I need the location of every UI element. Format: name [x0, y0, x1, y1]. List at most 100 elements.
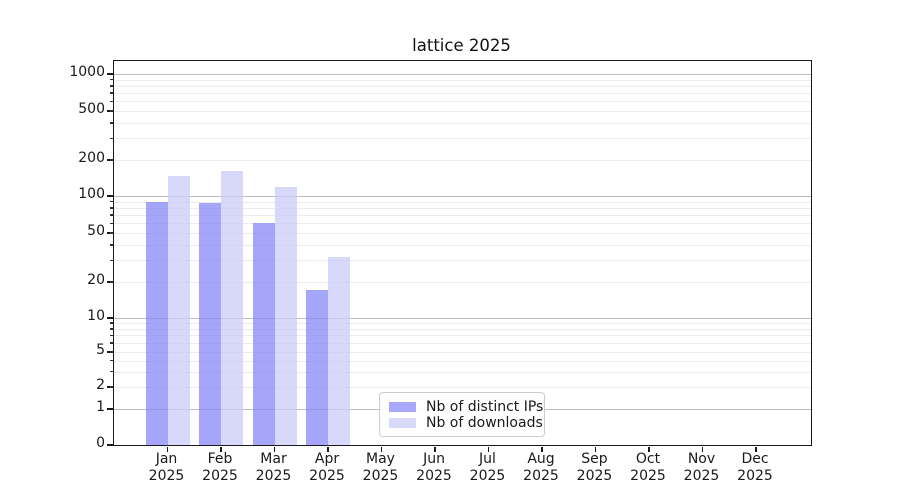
x-axis-tick: [701, 446, 704, 452]
y-axis-minor-tick: [109, 334, 113, 337]
gridline-minor: [114, 233, 811, 234]
y-axis-tick: [106, 444, 113, 446]
legend-swatch-distinct-ips: [389, 401, 416, 412]
y-axis-minor-tick: [109, 259, 113, 261]
gridline-major: [114, 318, 811, 319]
x-axis-tick-label: Nov 2025: [683, 451, 720, 484]
y-axis-minor-tick: [109, 200, 113, 203]
x-axis-tick: [327, 446, 329, 452]
y-axis-minor-tick: [109, 281, 113, 283]
x-axis-tick: [166, 446, 169, 452]
gridline-minor: [114, 85, 811, 87]
y-axis-tick-label: 1000: [69, 64, 105, 80]
y-axis-minor-tick: [109, 92, 113, 94]
y-axis-minor-tick: [109, 78, 113, 81]
gridline-minor: [114, 260, 811, 262]
gridline-minor: [114, 201, 811, 203]
gridline-major: [114, 74, 811, 75]
y-axis-minor-tick: [109, 207, 113, 209]
gridline-minor: [114, 343, 811, 345]
gridline-minor: [114, 79, 811, 81]
y-axis-minor-tick: [109, 386, 113, 388]
y-axis-tick-label: 1: [96, 399, 105, 415]
bar-downloads: [221, 170, 243, 445]
legend: Nb of distinct IPs Nb of downloads: [379, 392, 545, 437]
x-axis-tick-label: Jun 2025: [416, 451, 452, 484]
gridline-minor: [114, 328, 811, 330]
gridline-minor: [114, 215, 811, 217]
y-axis-minor-tick: [109, 359, 113, 362]
y-axis-tick-label: 20: [87, 272, 105, 288]
y-axis-tick-label: 500: [78, 101, 105, 117]
y-axis-tick-label: 100: [78, 186, 105, 202]
x-axis-tick-label: Mar 2025: [255, 451, 292, 484]
bar-downloads: [328, 256, 350, 445]
y-axis-minor-tick: [109, 322, 113, 324]
y-axis-minor-tick: [109, 100, 113, 102]
x-axis-tick-label: Feb 2025: [202, 451, 238, 484]
x-axis-tick: [594, 446, 597, 452]
y-axis-tick-label: 0: [96, 435, 105, 451]
x-axis-tick-label: Jan 2025: [148, 451, 185, 484]
gridline-minor: [114, 93, 811, 95]
x-axis-tick-label: Dec 2025: [737, 451, 773, 484]
y-axis-minor-tick: [109, 232, 113, 234]
gridline-minor: [114, 160, 811, 161]
y-axis-minor-tick: [109, 159, 113, 161]
legend-label: Nb of distinct IPs: [426, 398, 544, 415]
gridline-minor: [114, 111, 811, 112]
gridline-minor: [114, 207, 811, 209]
y-axis-minor-tick: [109, 351, 113, 353]
bar-distinct-ips: [145, 202, 168, 445]
x-axis-tick: [434, 446, 436, 452]
x-axis-tick-label: Aug 2025: [523, 451, 559, 484]
y-axis-tick: [106, 195, 113, 197]
x-axis-tick-label: Oct 2025: [630, 451, 666, 484]
legend-label: Nb of downloads: [426, 414, 543, 431]
x-axis-tick-label: May 2025: [362, 451, 399, 484]
bar-distinct-ips: [306, 290, 328, 445]
chart-title: lattice 2025: [412, 36, 511, 55]
gridline-minor: [114, 371, 811, 373]
y-axis-minor-tick: [109, 370, 113, 373]
y-axis-tick-label: 2: [96, 377, 105, 393]
gridline-minor: [114, 138, 811, 140]
y-axis-tick-label: 200: [78, 150, 105, 166]
legend-entry: Nb of distinct IPs: [380, 398, 544, 415]
y-axis-minor-tick: [109, 137, 113, 139]
x-axis-tick: [380, 446, 383, 452]
bar-downloads: [274, 186, 297, 445]
gridline-minor: [114, 360, 811, 362]
y-axis-minor-tick: [109, 214, 113, 216]
plot-area: [106, 60, 812, 452]
y-axis-tick-label: 50: [87, 223, 105, 239]
y-axis-minor-tick: [109, 222, 113, 224]
x-axis-tick-label: Apr 2025: [309, 451, 345, 484]
gridline-minor: [114, 352, 811, 353]
gridline-minor: [114, 101, 811, 103]
y-axis-minor-tick: [109, 122, 113, 124]
y-axis-minor-tick: [109, 244, 113, 246]
x-axis-tick-label: Sep 2025: [576, 451, 613, 484]
x-axis-tick-label: Jul 2025: [469, 451, 506, 484]
y-axis-tick: [106, 408, 113, 410]
x-axis-tick: [220, 446, 222, 452]
gridline-minor: [114, 282, 811, 283]
gridline-minor: [114, 122, 811, 124]
bar-distinct-ips: [252, 223, 275, 445]
x-axis-tick: [648, 446, 650, 452]
legend-swatch-downloads: [389, 417, 416, 428]
gridline-major: [114, 196, 811, 197]
y-axis-minor-tick: [109, 110, 113, 112]
y-axis-minor-tick: [109, 328, 113, 330]
x-axis-tick: [273, 446, 276, 452]
bar-downloads: [167, 176, 190, 445]
y-axis-tick-label: 5: [96, 342, 105, 358]
y-axis-minor-tick: [109, 85, 113, 87]
x-axis-tick: [541, 446, 543, 452]
x-axis-tick: [487, 446, 490, 452]
gridline-minor: [114, 323, 811, 325]
legend-entry: Nb of downloads: [380, 414, 544, 431]
y-axis-tick: [106, 73, 113, 75]
